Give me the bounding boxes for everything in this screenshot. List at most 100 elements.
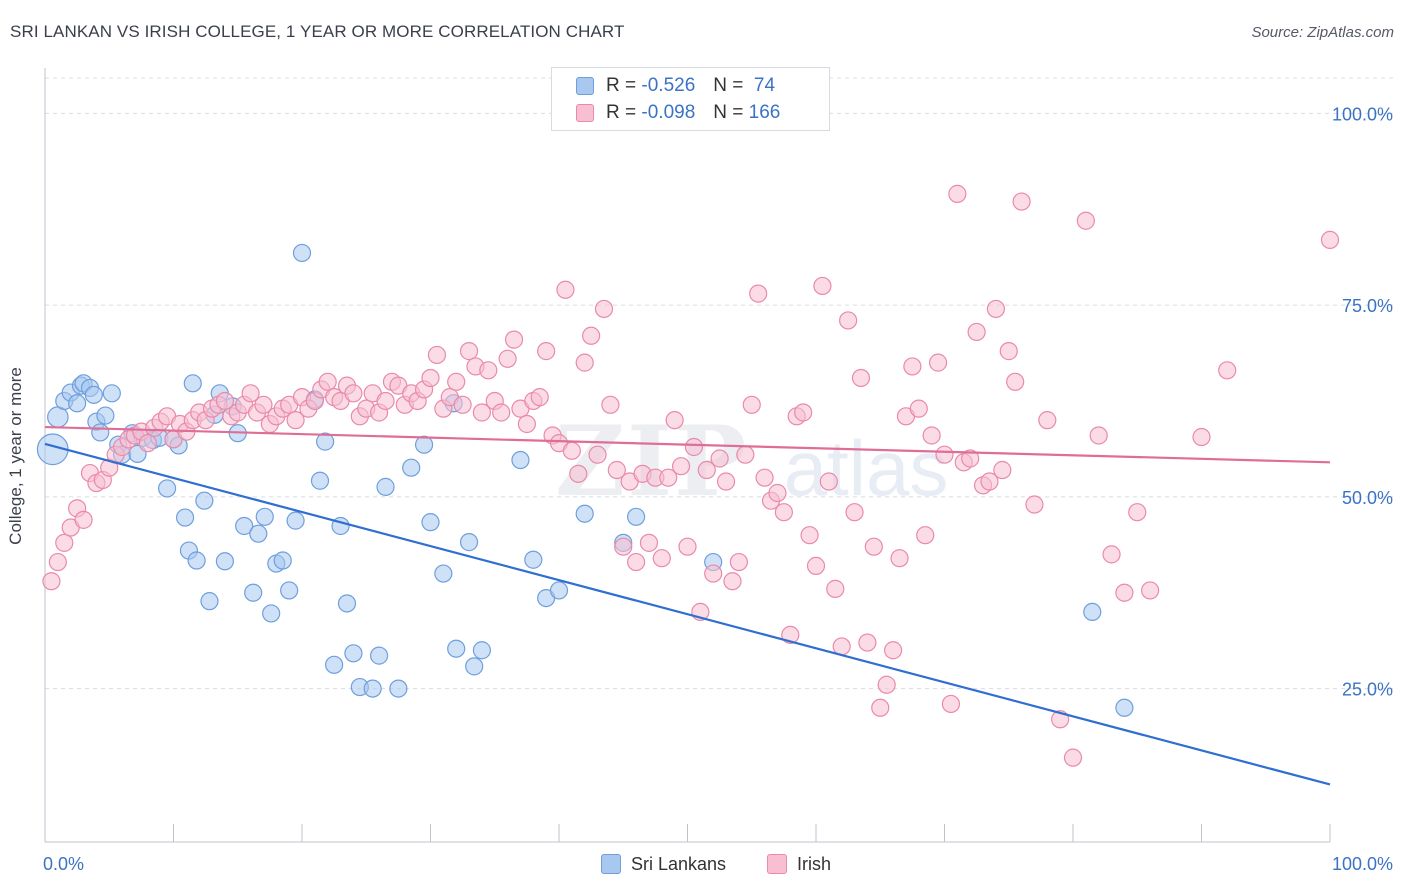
point-irish [710,449,729,468]
point-irish [845,503,864,522]
trend-lines [44,425,1331,786]
point-irish [813,276,832,296]
legend-r-label: R = [606,75,637,96]
point-sri-lankans [157,479,177,498]
series-sri-lankans [36,243,1134,717]
point-sri-lankans [465,657,484,676]
point-irish [42,572,61,591]
trend-line-irish [44,425,1331,464]
point-irish [909,399,928,418]
legend-swatch-sri-lankans [601,854,621,874]
point-irish [768,483,787,503]
point-irish [736,445,755,464]
point-irish [665,411,684,430]
point-sri-lankans [244,583,263,602]
point-irish [819,472,838,491]
point-irish [472,403,491,422]
point-sri-lankans [91,423,110,442]
point-sri-lankans [434,564,453,583]
point-sri-lankans [524,550,543,569]
legend-n-value: 74 [748,75,776,96]
point-irish [607,460,626,480]
point-sri-lankans [280,581,299,600]
point-irish [980,472,999,491]
y-tick-label: 25.0% [1342,680,1393,700]
correlation-legend: R = -0.526 N = 74 R = -0.098 N = 166 [551,67,830,131]
point-sri-lankans [376,477,395,496]
point-irish [530,388,549,407]
point-sri-lankans [249,524,268,543]
point-irish [626,552,646,572]
legend-swatch-sri-lankans [576,77,594,95]
point-irish [871,698,890,717]
point-irish [922,426,941,445]
y-tick-label: 100.0% [1332,104,1393,124]
y-axis-label: College, 1 year or more [6,367,25,545]
legend-label-sri-lankans: Sri Lankans [631,853,727,874]
point-irish [1089,426,1108,445]
x-tick-label: 100.0% [1332,854,1393,874]
point-irish [614,537,633,556]
point-sri-lankans [549,581,569,600]
point-sri-lankans [447,639,466,658]
point-irish [993,460,1012,480]
point-sri-lankans [183,374,202,393]
source-credit: Source: ZipAtlas.com [1251,24,1394,41]
point-irish [1038,411,1057,430]
point-irish [138,434,157,453]
point-irish [723,572,742,591]
point-sri-lankans [414,435,434,454]
point-sri-lankans [310,471,330,490]
point-irish [671,457,691,476]
point-irish [961,449,980,468]
point-irish [704,564,723,583]
point-sri-lankans [292,243,312,263]
point-irish [286,411,305,430]
point-sri-lankans [316,432,335,451]
point-sri-lankans [68,394,87,413]
point-sri-lankans [200,592,219,611]
point-irish [890,549,909,568]
legend-r-label: R = [606,102,637,123]
point-irish [492,403,511,422]
point-sri-lankans [96,406,115,425]
point-irish [851,368,871,388]
point-irish [678,537,697,556]
point-irish [877,675,896,694]
point-irish [800,526,819,545]
legend-n-label: N = [713,75,744,96]
point-irish [1076,211,1095,230]
point-irish [826,579,845,598]
legend-r-value: -0.098 [641,102,696,123]
point-irish [601,395,620,414]
point-irish [318,372,337,391]
point-irish [1192,427,1211,447]
point-irish [344,384,363,403]
point-irish [504,330,524,349]
point-sri-lankans [402,458,421,477]
point-irish [729,552,749,572]
point-irish [755,468,774,487]
point-irish [652,549,671,568]
point-irish [254,395,273,414]
legend-item-irish: Irish [767,852,831,876]
point-irish [684,437,704,457]
point-sri-lankans [511,450,530,470]
point-sri-lankans [344,644,363,663]
point-irish [928,353,948,372]
point-irish [569,464,588,483]
point-irish [1006,372,1025,391]
point-irish [594,299,614,319]
point-sri-lankans [187,551,206,570]
series-irish [42,184,1340,767]
point-irish [659,468,678,487]
point-irish [241,384,260,403]
point-irish [1115,583,1134,602]
point-sri-lankans [626,507,646,526]
point-irish [1218,361,1237,380]
point-irish [588,445,607,464]
point-irish [697,460,716,480]
legend-item-sri-lankans: Sri Lankans [601,852,726,876]
point-sri-lankans [175,508,195,527]
